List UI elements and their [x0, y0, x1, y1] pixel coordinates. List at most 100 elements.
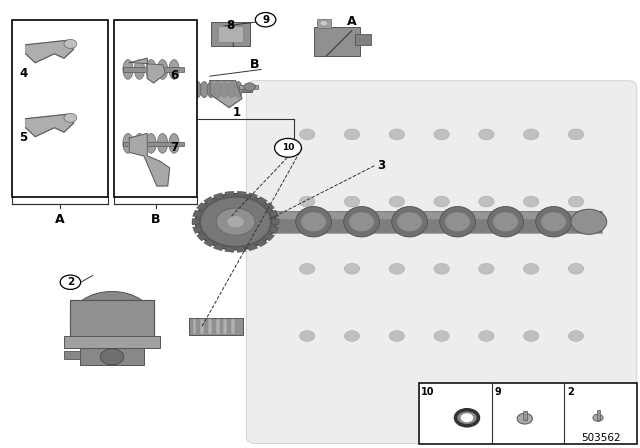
Wedge shape [256, 239, 268, 247]
Circle shape [300, 263, 315, 274]
Circle shape [568, 129, 584, 140]
Circle shape [300, 129, 315, 140]
Circle shape [389, 263, 404, 274]
Bar [314, 27, 360, 56]
Circle shape [200, 197, 271, 246]
Bar [419, 383, 637, 444]
Ellipse shape [157, 60, 168, 79]
Ellipse shape [493, 212, 518, 232]
Wedge shape [271, 219, 279, 225]
Ellipse shape [344, 207, 380, 237]
Text: 3: 3 [377, 159, 385, 172]
Circle shape [389, 129, 404, 140]
Bar [202, 211, 602, 219]
Circle shape [389, 331, 404, 341]
Circle shape [524, 331, 539, 341]
Circle shape [571, 209, 607, 234]
Text: 2: 2 [567, 387, 574, 397]
Circle shape [60, 275, 81, 289]
Circle shape [227, 215, 244, 228]
Text: 7: 7 [170, 141, 178, 155]
Circle shape [434, 196, 449, 207]
Circle shape [517, 413, 532, 424]
Polygon shape [26, 114, 74, 137]
Bar [200, 319, 204, 334]
Bar [216, 319, 220, 334]
Wedge shape [264, 202, 275, 211]
Ellipse shape [169, 60, 179, 79]
Ellipse shape [207, 82, 215, 98]
Ellipse shape [157, 134, 168, 153]
Circle shape [524, 196, 539, 207]
Ellipse shape [445, 212, 470, 232]
Wedge shape [247, 193, 258, 200]
Bar [355, 34, 371, 45]
Circle shape [434, 331, 449, 341]
Text: 4: 4 [20, 67, 28, 81]
Circle shape [434, 129, 449, 140]
Bar [80, 349, 144, 366]
Text: 6: 6 [170, 69, 178, 82]
Circle shape [64, 39, 77, 48]
Circle shape [344, 331, 360, 341]
Bar [218, 26, 243, 42]
Circle shape [195, 194, 276, 250]
Text: B: B [151, 213, 160, 226]
Circle shape [300, 196, 315, 207]
Text: 9: 9 [262, 15, 269, 25]
Polygon shape [129, 58, 165, 83]
Circle shape [568, 331, 584, 341]
Circle shape [300, 331, 315, 341]
Bar [208, 319, 212, 334]
Circle shape [70, 292, 154, 350]
Wedge shape [213, 193, 224, 200]
Bar [223, 319, 227, 334]
Ellipse shape [397, 212, 422, 232]
Wedge shape [237, 246, 246, 252]
Bar [231, 319, 235, 334]
Circle shape [568, 196, 584, 207]
Wedge shape [196, 233, 207, 241]
Bar [64, 336, 160, 349]
Circle shape [479, 129, 494, 140]
Circle shape [244, 83, 255, 91]
Wedge shape [264, 233, 275, 241]
Circle shape [255, 13, 276, 27]
Circle shape [479, 263, 494, 274]
Bar [193, 319, 196, 334]
Wedge shape [256, 197, 268, 205]
Text: B: B [250, 58, 259, 72]
Ellipse shape [123, 134, 133, 153]
Circle shape [100, 349, 124, 365]
Ellipse shape [440, 207, 476, 237]
Wedge shape [247, 243, 258, 250]
Ellipse shape [228, 82, 236, 98]
Circle shape [216, 208, 255, 235]
Wedge shape [196, 202, 207, 211]
Circle shape [434, 263, 449, 274]
Text: 10: 10 [420, 387, 435, 397]
Ellipse shape [214, 82, 222, 98]
Text: 5: 5 [20, 131, 28, 145]
Wedge shape [225, 246, 234, 252]
Bar [596, 409, 600, 419]
Bar [317, 19, 331, 28]
Text: 503562: 503562 [581, 433, 621, 443]
Wedge shape [213, 243, 224, 250]
Bar [114, 20, 197, 197]
Circle shape [344, 263, 360, 274]
Ellipse shape [134, 60, 145, 79]
Bar [123, 67, 184, 72]
Ellipse shape [296, 207, 332, 237]
Bar [64, 350, 80, 358]
Text: A: A [347, 15, 357, 28]
Bar [12, 20, 108, 197]
Circle shape [568, 263, 584, 274]
Circle shape [344, 129, 360, 140]
Bar [123, 142, 184, 146]
Circle shape [524, 129, 539, 140]
Text: A: A [54, 213, 65, 226]
Ellipse shape [146, 60, 156, 79]
Wedge shape [269, 226, 278, 233]
Circle shape [275, 138, 301, 157]
